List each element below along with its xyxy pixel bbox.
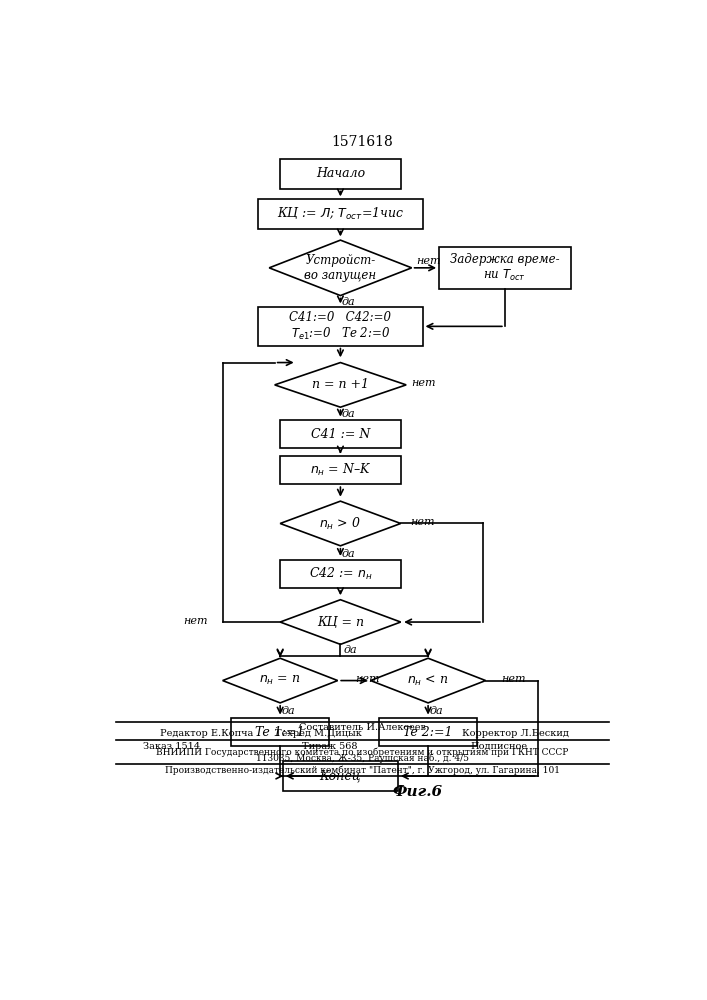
Polygon shape: [370, 658, 486, 703]
Text: Техред М.Дицык: Техред М.Дицык: [275, 729, 362, 738]
FancyBboxPatch shape: [280, 420, 401, 448]
FancyBboxPatch shape: [280, 159, 401, 189]
FancyBboxPatch shape: [231, 718, 329, 746]
Text: Редактор Е.Копча: Редактор Е.Копча: [160, 729, 253, 738]
Text: КЦ = n: КЦ = n: [317, 616, 364, 629]
Text: С41:=0   С42:=0
$T_{e1}$:=0   Te 2:=0: С41:=0 С42:=0 $T_{e1}$:=0 Te 2:=0: [289, 311, 392, 342]
Text: нет: нет: [410, 517, 435, 527]
Text: $n_н$ > 0: $n_н$ > 0: [320, 515, 361, 532]
Text: КЦ := $\it{Л}$; $T_{ост}$=1чис: КЦ := $\it{Л}$; $T_{ост}$=1чис: [277, 206, 404, 222]
Text: ВНИИПИ Государственного комитета по изобретениям и открытиям при ГКНТ СССР: ВНИИПИ Государственного комитета по изоб…: [156, 747, 568, 757]
FancyBboxPatch shape: [379, 718, 477, 746]
Text: нет: нет: [356, 674, 380, 684]
Text: нет: нет: [183, 615, 207, 626]
FancyBboxPatch shape: [258, 307, 423, 346]
Text: $n_н$ = N–K: $n_н$ = N–K: [310, 462, 371, 478]
Text: С41 := N: С41 := N: [311, 428, 370, 441]
Text: да: да: [281, 706, 296, 716]
Text: да: да: [341, 297, 356, 307]
Polygon shape: [275, 363, 407, 407]
Polygon shape: [280, 501, 401, 546]
Text: Производственно-издательский комбинат "Патент", г. Ужгород, ул. Гагарина, 101: Производственно-издательский комбинат "П…: [165, 766, 560, 775]
Text: Устройст-
во запущен: Устройст- во запущен: [304, 254, 377, 282]
Text: да: да: [344, 645, 357, 655]
Polygon shape: [223, 658, 338, 703]
FancyBboxPatch shape: [280, 560, 401, 588]
FancyBboxPatch shape: [283, 761, 398, 791]
Text: Тираж 568: Тираж 568: [302, 742, 357, 751]
Text: Конец: Конец: [320, 770, 361, 783]
Text: нет: нет: [411, 378, 436, 388]
Text: нет: нет: [416, 256, 440, 266]
Text: да: да: [429, 706, 443, 716]
Text: $n_н$ = n: $n_н$ = n: [259, 674, 301, 687]
Text: Заказ 1514: Заказ 1514: [144, 742, 200, 751]
Text: Начало: Начало: [316, 167, 365, 180]
Text: 113035, Москва, Ж-35, Раушская наб., д. 4/5: 113035, Москва, Ж-35, Раушская наб., д. …: [256, 754, 469, 763]
Polygon shape: [280, 600, 401, 644]
Text: 1571618: 1571618: [332, 135, 393, 149]
Text: Составитель И.Алексеев: Составитель И.Алексеев: [299, 723, 426, 732]
Text: да: да: [341, 549, 356, 559]
Text: n = n +1: n = n +1: [312, 378, 369, 391]
Text: Te 1:=1: Te 1:=1: [255, 726, 305, 739]
Text: $n_н$ < n: $n_н$ < n: [407, 674, 449, 688]
Text: Подписное: Подписное: [471, 742, 528, 751]
FancyBboxPatch shape: [258, 199, 423, 229]
Text: Корректор Л.Бескид: Корректор Л.Бескид: [462, 729, 569, 738]
Text: Фиг.6: Фиг.6: [392, 785, 442, 799]
Text: да: да: [341, 409, 356, 419]
FancyBboxPatch shape: [439, 247, 571, 289]
Text: нет: нет: [501, 674, 525, 684]
Text: Te 2:=1: Te 2:=1: [403, 726, 453, 739]
Text: С42 := $n_н$: С42 := $n_н$: [309, 566, 372, 582]
Text: Задержка време-
ни $T_{ост}$: Задержка време- ни $T_{ост}$: [450, 253, 560, 283]
FancyBboxPatch shape: [280, 456, 401, 484]
Polygon shape: [269, 240, 411, 296]
